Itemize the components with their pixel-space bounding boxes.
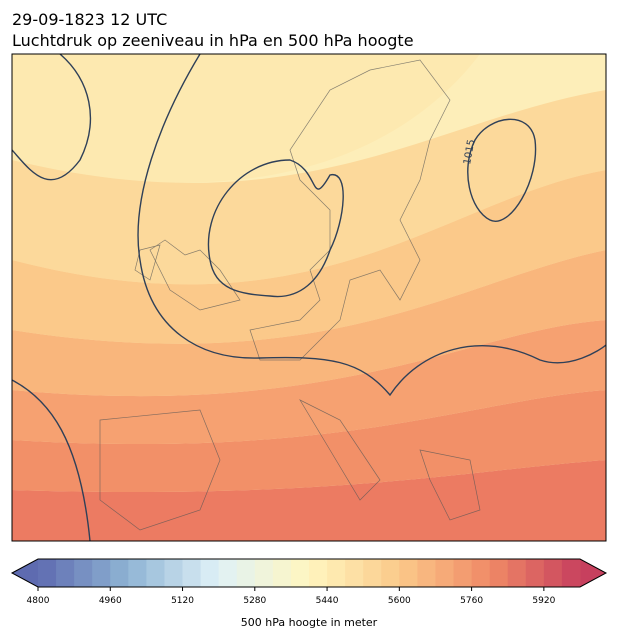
colorbar-tick-label: 5600 [388, 596, 411, 606]
colorbar-band [164, 559, 184, 587]
colorbar-band [471, 559, 491, 587]
map-area: 1015 [12, 54, 606, 541]
colorbar-band [128, 559, 147, 587]
colorbar-band [435, 559, 455, 587]
colorbar-band [417, 559, 436, 587]
colorbar: 4800 4960 5120 5280 5440 5600 5760 5920 [10, 558, 608, 606]
colorbar-band [381, 559, 400, 587]
colorbar-band [561, 559, 581, 587]
colorbar-band [200, 559, 220, 587]
colorbar-tick-label: 4800 [27, 596, 50, 606]
colorbar-band [254, 559, 274, 587]
colorbar-band [525, 559, 545, 587]
colorbar-band [363, 559, 382, 587]
colorbar-tick-label: 5280 [243, 596, 266, 606]
colorbar-band [327, 559, 346, 587]
colorbar-tick-label: 5120 [171, 596, 194, 606]
colorbar-tick-label: 5440 [316, 596, 339, 606]
colorbar-band [56, 559, 75, 587]
colorbar-band [489, 559, 509, 587]
colorbar-band [290, 559, 310, 587]
colorbar-band [543, 559, 563, 587]
colorbar-band [272, 559, 292, 587]
colorbar-band [453, 559, 473, 587]
colorbar-band [345, 559, 364, 587]
colorbar-band [218, 559, 238, 587]
colorbar-extend-high [580, 559, 606, 587]
colorbar-band [146, 559, 165, 587]
colorbar-band [507, 559, 527, 587]
colorbar-band [399, 559, 418, 587]
title-main: Luchtdruk op zeeniveau in hPa en 500 hPa… [12, 31, 414, 50]
colorbar-band [110, 559, 129, 587]
colorbar-label: 500 hPa hoogte in meter [241, 616, 378, 629]
colorbar-band [74, 559, 93, 587]
colorbar-tick-label: 4960 [99, 596, 122, 606]
colorbar-band [182, 559, 202, 587]
colorbar-band [236, 559, 256, 587]
colorbar-band [309, 559, 328, 587]
colorbar-tick-label: 5760 [460, 596, 483, 606]
title-date: 29-09-1823 12 UTC [12, 10, 167, 29]
isobar-label: 1015 [462, 139, 477, 166]
colorbar-band [92, 559, 111, 587]
colorbar-band [38, 559, 57, 587]
map-frame [11, 53, 607, 542]
colorbar-extend-low [12, 559, 38, 587]
colorbar-tick-label: 5920 [532, 596, 555, 606]
